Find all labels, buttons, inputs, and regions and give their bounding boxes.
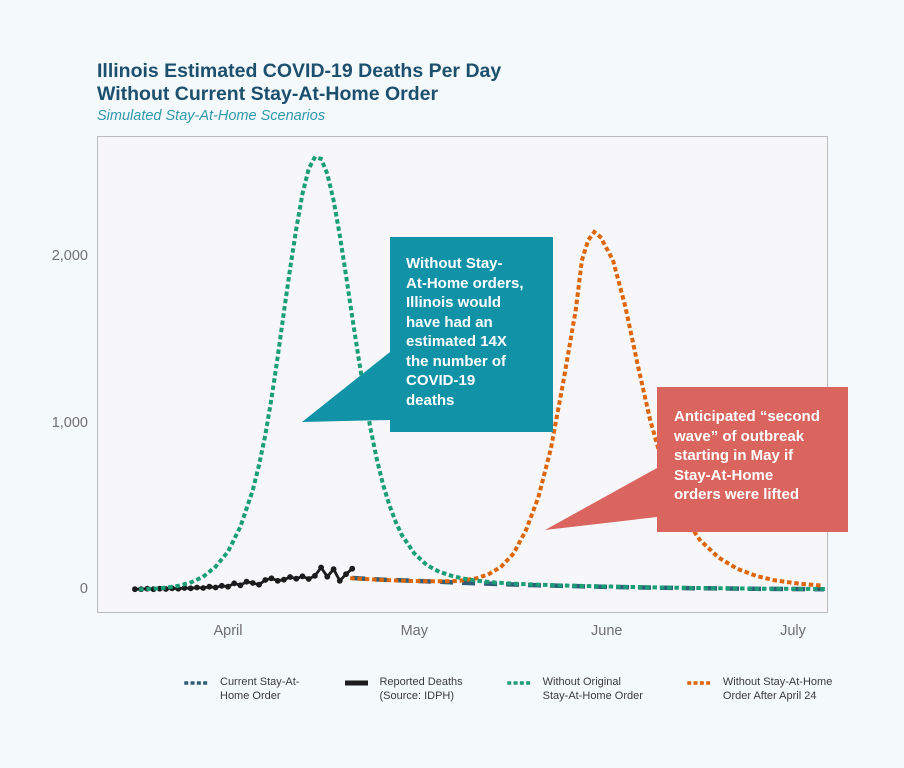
callout-second-wave: Anticipated “second wave” of outbreak st… (657, 387, 848, 532)
legend-item: Without Original Stay-At-Home Order (506, 676, 643, 703)
legend-item: Without Stay-At-Home Order After April 2… (687, 676, 832, 703)
callout-without-orders: Without Stay- At-Home orders, Illinois w… (390, 237, 553, 432)
legend-dotted-line-icon (184, 681, 211, 685)
y-axis-tick-label: 1,000 (51, 414, 88, 431)
x-axis-tick-label: June (591, 623, 623, 639)
legend-item-label: Without Original Stay-At-Home Order (542, 676, 643, 702)
legend-dotted-line-icon (687, 681, 714, 685)
y-axis-tick-label: 0 (79, 581, 88, 597)
page-subtitle: Simulated Stay-At-Home Scenarios (97, 108, 326, 124)
page-title: Illinois Estimated COVID-19 Deaths Per D… (97, 60, 502, 105)
legend: Current Stay-At- Home Order Reported Deat… (184, 676, 832, 703)
legend-dotted-line-icon (506, 681, 534, 685)
legend-item: Reported Deaths (Source: IDPH) (343, 676, 463, 703)
x-axis-tick-label: July (780, 623, 806, 639)
legend-item: Current Stay-At- Home Order (184, 676, 299, 703)
legend-item-label: Reported Deaths (Source: IDPH) (379, 676, 463, 702)
x-axis-tick-label: April (213, 623, 243, 639)
x-axis-tick-label: May (400, 623, 428, 639)
legend-item-label: Without Stay-At-Home Order After April 2… (722, 676, 833, 702)
legend-solid-line-icon (345, 680, 369, 686)
legend-item-label: Current Stay-At- Home Order (220, 676, 300, 702)
y-axis-tick-label: 2,000 (51, 248, 88, 264)
